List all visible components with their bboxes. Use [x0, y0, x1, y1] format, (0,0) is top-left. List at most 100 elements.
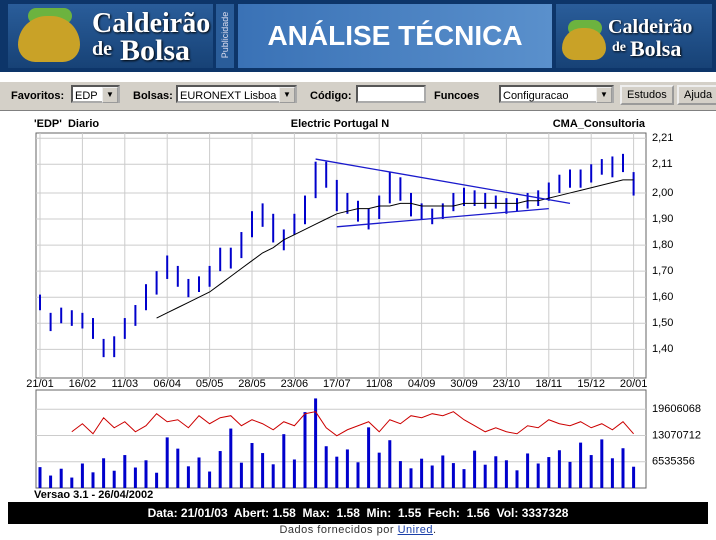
volume-bar [526, 453, 530, 488]
logo-text: Bolsa [630, 36, 682, 61]
volume-bar [208, 471, 212, 488]
codigo-input[interactable] [356, 85, 426, 103]
volume-bar [504, 460, 508, 488]
x-tick-label: 15/12 [577, 378, 605, 390]
y-tick-label: 13070712 [652, 429, 701, 441]
logo-icon [18, 16, 80, 62]
volume-bar [112, 470, 116, 488]
volume-bar [547, 457, 551, 488]
x-tick-label: 06/04 [153, 378, 181, 390]
moving-average [156, 179, 634, 319]
y-tick-label: 1,70 [652, 265, 673, 277]
volume-bar [250, 443, 254, 488]
volume-bar [91, 472, 95, 488]
logo-left[interactable]: Caldeirão de Bolsa [8, 4, 213, 68]
logo-text: Caldeirão [608, 16, 693, 38]
page-title: ANÁLISE TÉCNICA [267, 20, 523, 51]
x-tick-label: 21/01 [26, 378, 54, 390]
y-tick-label: 1,50 [652, 317, 673, 329]
volume-bar [292, 459, 296, 488]
trendline [336, 207, 549, 228]
volume-bar [239, 462, 243, 488]
volume-bar [155, 472, 159, 488]
volume-bar [59, 468, 63, 488]
y-tick-label: 2,00 [652, 187, 673, 199]
volume-bar [632, 466, 636, 488]
toolbar: Favoritos: EDP ▼ Bolsas: EURONEXT Lisboa ▼… [0, 81, 716, 111]
y-tick-label: 2,11 [652, 158, 673, 170]
volume-bar [473, 450, 477, 488]
volume-bar [176, 448, 180, 488]
volume-bar [589, 455, 593, 488]
volume-bar [165, 437, 169, 488]
logo-text: Caldeirão [92, 8, 211, 39]
funcoes-select[interactable]: Configuracao ▼ [499, 85, 614, 103]
volume-bar [621, 448, 625, 488]
volume-bar [271, 464, 275, 488]
volume-bar [356, 462, 360, 488]
label: Código: [310, 90, 352, 102]
volume-bar [430, 465, 434, 488]
favoritos-select[interactable]: EDP ▼ [71, 85, 120, 103]
header: Caldeirão de Bolsa Publicidade ANÁLISE T… [0, 0, 716, 72]
ajuda-button[interactable]: Ajuda [677, 85, 716, 105]
logo-text: Bolsa [120, 34, 191, 67]
volume-average [71, 411, 634, 437]
y-tick-label: 1,80 [652, 239, 673, 251]
volume-bar [536, 463, 540, 488]
logo-right[interactable]: Caldeirão de Bolsa [556, 4, 712, 68]
volume-bar [38, 467, 42, 488]
select-value: Configuracao [503, 90, 569, 102]
volume-bar [388, 440, 392, 488]
select-arrow: ▼ [279, 87, 295, 103]
volume-bar [324, 446, 328, 488]
chart-title: Electric Portugal N [291, 118, 389, 130]
volume-bar [568, 461, 572, 488]
x-tick-label: 16/02 [69, 378, 97, 390]
select-arrow: ▼ [102, 87, 118, 103]
version: Versao 3.1 - 26/04/2002 [34, 489, 153, 501]
volume-bar [610, 458, 614, 488]
logo-text: de [612, 40, 626, 55]
x-tick-label: 30/09 [450, 378, 478, 390]
volume-panel [35, 389, 647, 489]
y-tick-label: 1,40 [652, 343, 673, 355]
ad-strip: Publicidade [216, 4, 234, 68]
volume-bar [261, 453, 265, 488]
x-tick-label: 11/08 [366, 378, 393, 390]
footer-link[interactable]: Unired [397, 524, 433, 536]
volume-bar [579, 442, 583, 488]
volume-bar [186, 466, 190, 488]
volume-bar [218, 451, 222, 488]
volume-bar [367, 427, 371, 488]
volume-bar [398, 461, 402, 488]
volume-bar [123, 455, 127, 488]
volume-bar [494, 456, 498, 488]
volume-bar [80, 463, 84, 488]
volume-bar [335, 456, 339, 488]
select-value: EDP [75, 90, 98, 102]
title-banner: ANÁLISE TÉCNICA [238, 4, 552, 68]
volume-bar [600, 439, 604, 488]
source-label: CMA_Consultoria [553, 118, 646, 130]
y-tick-label: 6535356 [652, 456, 695, 468]
x-tick-label: 23/06 [281, 378, 309, 390]
volume-bar [144, 460, 148, 488]
volume-bar [49, 475, 53, 488]
y-tick-label: 2,21 [652, 132, 673, 144]
x-tick-label: 18/11 [535, 378, 562, 390]
volume-bar [345, 449, 349, 488]
x-tick-label: 20/01 [620, 378, 648, 390]
bolsas-select[interactable]: EURONEXT Lisboa ▼ [176, 85, 297, 103]
volume-bar [377, 452, 381, 488]
volume-bar [420, 458, 424, 488]
estudos-button[interactable]: Estudos [620, 85, 674, 105]
volume-bar [314, 398, 318, 488]
y-tick-label: 1,90 [652, 213, 673, 225]
select-value: EURONEXT Lisboa [180, 90, 277, 102]
label: Bolsas: [133, 90, 173, 102]
label: Favoritos: [11, 90, 65, 102]
symbol-label: 'EDP' Diario [34, 118, 99, 130]
footer-end: . [432, 524, 437, 536]
